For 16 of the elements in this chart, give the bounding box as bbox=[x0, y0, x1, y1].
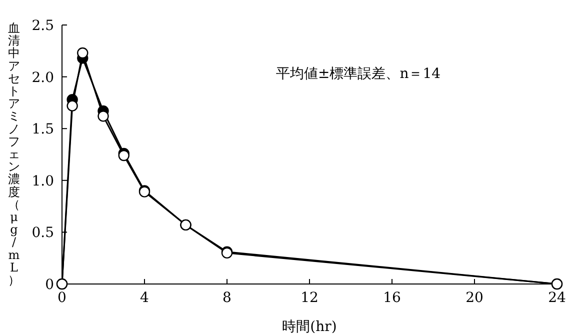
x-tick-label: 8 bbox=[222, 290, 232, 306]
x-tick-label: 0 bbox=[58, 290, 66, 306]
text: 血清中アセトアミノフェン濃度（μg/mL） bbox=[8, 21, 20, 287]
annotation: 平均値±標準誤差、n＝14 bbox=[276, 66, 441, 82]
x-tick-label: 24 bbox=[548, 290, 566, 306]
y-tick-label: 0 bbox=[45, 277, 54, 293]
y-tick-label: 2.0 bbox=[32, 70, 54, 86]
y-tick-label: 1.0 bbox=[32, 173, 54, 190]
x-tick-label: 4 bbox=[140, 290, 150, 306]
x-axis-title: 時間(hr) bbox=[282, 319, 337, 335]
y-tick-label: 1.5 bbox=[32, 122, 54, 138]
y-tick-label: 2.5 bbox=[32, 18, 54, 34]
x-tick-label: 16 bbox=[383, 290, 401, 306]
x-tick-label: 12 bbox=[300, 290, 318, 306]
y-tick-label: 0.5 bbox=[32, 225, 54, 242]
x-tick-label: 20 bbox=[466, 290, 484, 306]
